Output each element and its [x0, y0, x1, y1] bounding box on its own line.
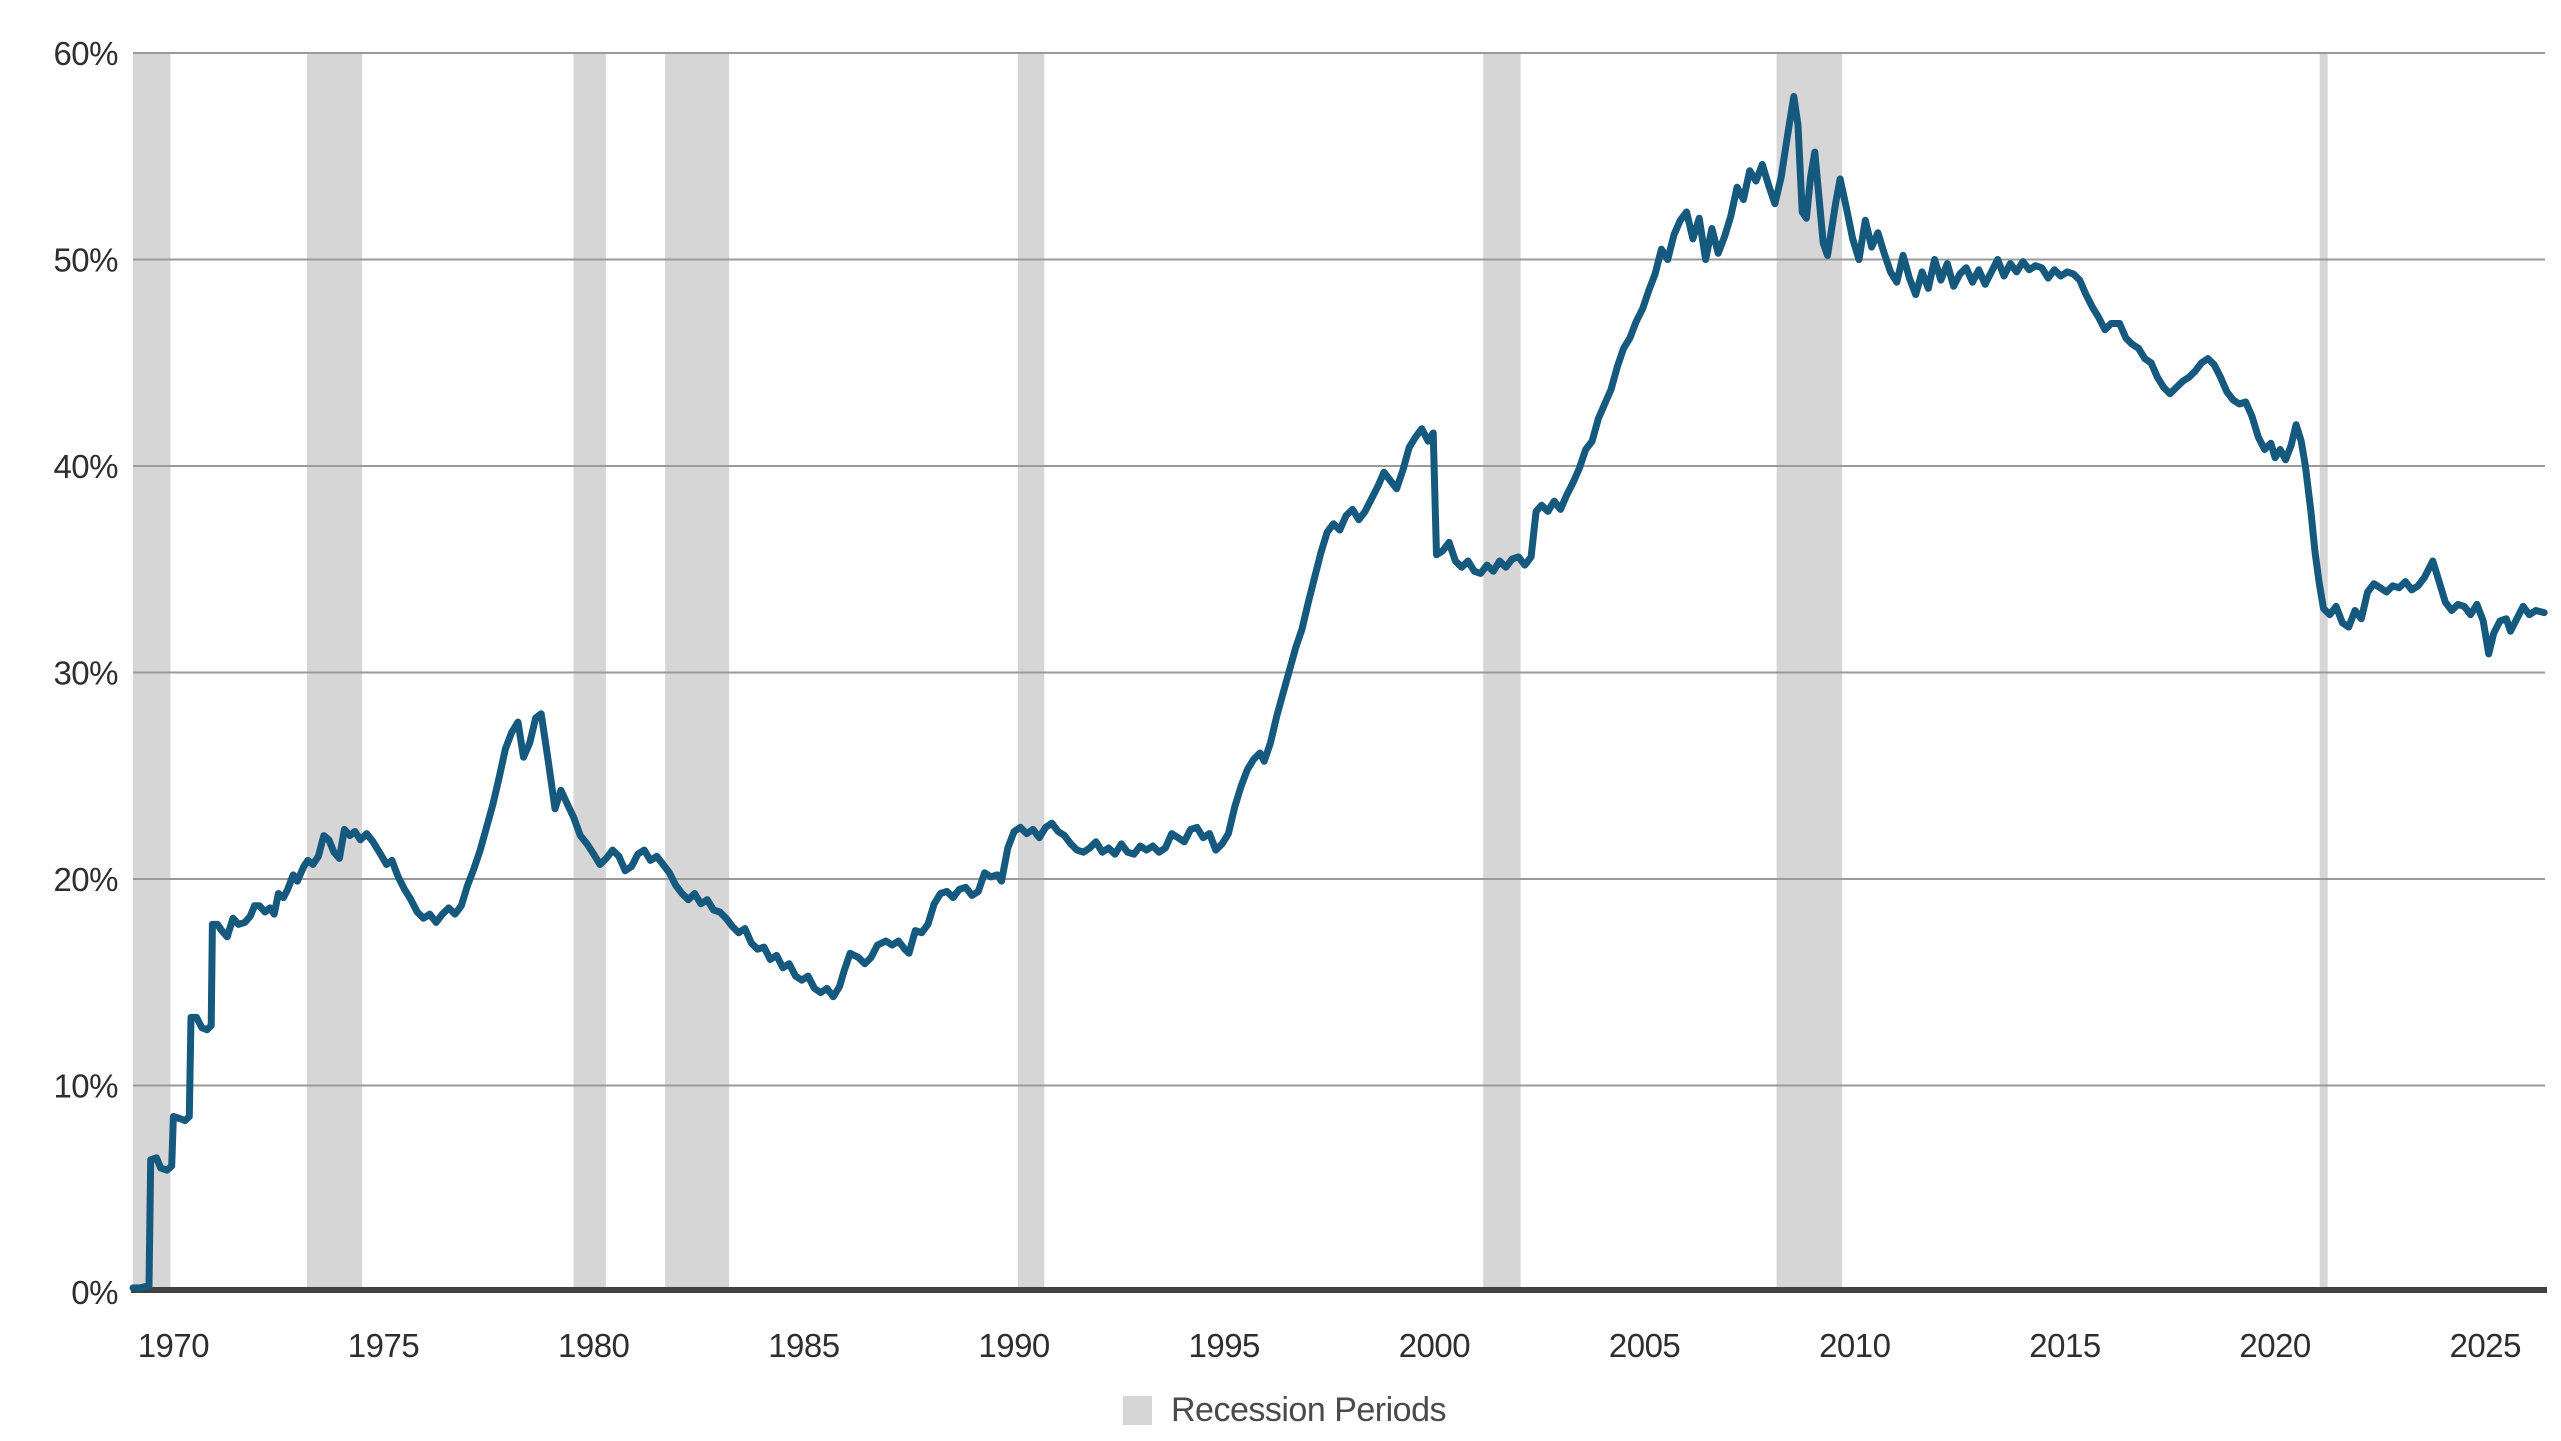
recession-legend-swatch — [1123, 1396, 1152, 1425]
y-tick-label: 40% — [53, 448, 118, 485]
x-tick-label: 1985 — [768, 1327, 839, 1364]
y-tick-label: 30% — [53, 654, 118, 691]
y-tick-label: 50% — [53, 241, 118, 278]
x-tick-label: 1995 — [1188, 1327, 1259, 1364]
x-tick-label: 2010 — [1819, 1327, 1891, 1364]
x-tick-label: 1990 — [978, 1327, 1050, 1364]
y-tick-label: 60% — [53, 35, 118, 72]
x-tick-label: 2020 — [2239, 1327, 2311, 1364]
x-tick-label: 1970 — [138, 1327, 210, 1364]
y-tick-label: 0% — [71, 1274, 118, 1311]
x-axis-line — [131, 1287, 2547, 1293]
y-tick-label: 10% — [53, 1067, 118, 1104]
data-line — [129, 92, 2548, 1292]
x-tick-label: 2015 — [2029, 1327, 2100, 1364]
x-tick-label: 1980 — [558, 1327, 630, 1364]
recession-legend-label: Recession Periods — [1171, 1391, 1446, 1429]
y-tick-label: 20% — [53, 861, 118, 898]
legend: Recession Periods — [1123, 1391, 1446, 1430]
x-tick-label: 2025 — [2450, 1327, 2521, 1364]
x-tick-label: 2005 — [1609, 1327, 1680, 1364]
x-tick-label: 2000 — [1399, 1327, 1471, 1364]
x-tick-label: 1975 — [348, 1327, 419, 1364]
